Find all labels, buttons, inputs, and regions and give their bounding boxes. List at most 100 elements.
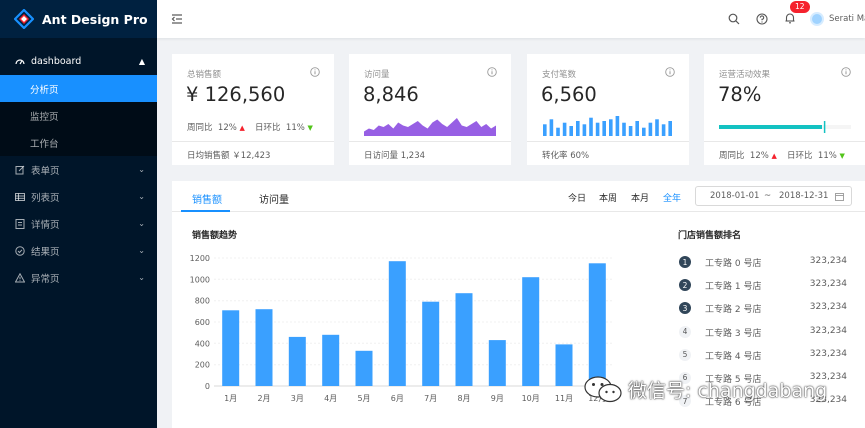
menu-monitor[interactable]: 监控页 xyxy=(0,102,157,129)
tab-sales[interactable]: 销售额 xyxy=(192,195,222,206)
y-tick-label: 800 xyxy=(195,297,210,306)
payments-bar xyxy=(628,126,633,136)
week-trend: 周同比 12% ▲ xyxy=(187,121,245,133)
tab-visits[interactable]: 访问量 xyxy=(259,195,289,206)
range-today[interactable]: 今日 xyxy=(568,194,587,204)
question-circle-icon[interactable] xyxy=(756,13,768,25)
notification-bell[interactable]: 12 xyxy=(784,0,810,27)
top-header: 12 Serati Ma xyxy=(157,0,865,38)
info-circle-icon[interactable] xyxy=(487,67,497,77)
ant-design-logo-icon xyxy=(14,9,34,29)
payments-bar xyxy=(556,127,560,136)
y-tick-label: 0 xyxy=(205,382,210,391)
logo[interactable]: Ant Design Pro xyxy=(0,0,157,38)
info-circle-icon[interactable] xyxy=(665,67,675,77)
card-value: 78% xyxy=(718,83,762,106)
range-month[interactable]: 本月 xyxy=(631,194,650,204)
payments-bar xyxy=(609,119,613,136)
progress-bar xyxy=(719,121,851,133)
sidebar: Ant Design Pro dashboard ▲ 分析页 监控页 工作台 表… xyxy=(0,0,157,428)
avatar[interactable] xyxy=(810,12,824,26)
card-value: ¥ 126,560 xyxy=(186,83,286,106)
bar[interactable] xyxy=(522,277,540,386)
menu-result-label: 结果页 xyxy=(31,246,60,258)
caret-up-icon: ▲ xyxy=(239,124,245,132)
caret-down-icon: ▼ xyxy=(839,152,845,160)
x-tick-label: 11月 xyxy=(555,394,573,403)
bar[interactable] xyxy=(488,340,506,386)
payments-bar-chart xyxy=(542,116,674,136)
caret-down-icon: ▼ xyxy=(307,124,313,132)
week-trend-value: 12% xyxy=(749,151,769,161)
range-year[interactable]: 全年 xyxy=(663,194,682,204)
menu-workplace[interactable]: 工作台 xyxy=(0,129,157,156)
payments-bar xyxy=(668,121,672,136)
dashboard-icon xyxy=(14,57,26,67)
menu-dashboard[interactable]: dashboard ▲ xyxy=(0,48,157,75)
menu-analysis[interactable]: 分析页 xyxy=(0,75,157,102)
tabs-bar: 销售额 访问量 今日 本周 本月 全年 2018-01-01 ~ 2018-12… xyxy=(172,181,865,212)
chevron-down-icon: ⌄ xyxy=(138,219,145,228)
x-tick-label: 9月 xyxy=(491,394,504,403)
x-tick-label: 10月 xyxy=(522,394,540,403)
date-range-picker[interactable]: 2018-01-01 ~ 2018-12-31 xyxy=(695,186,852,206)
progress-fill xyxy=(719,125,822,129)
menu-result[interactable]: 结果页 ⌄ xyxy=(0,237,157,264)
card-footer: 日访问量 1,234 xyxy=(349,141,511,161)
list-item: 6 工专路 5 号店 323,234 xyxy=(678,371,853,394)
menu-profile[interactable]: 详情页 ⌄ xyxy=(0,210,157,237)
payments-bar xyxy=(595,122,600,136)
day-trend-value: 11% xyxy=(285,123,305,133)
store-name: 工专路 3 号店 xyxy=(705,328,762,339)
menu-fold-icon[interactable] xyxy=(171,13,183,25)
x-tick-label: 5月 xyxy=(357,394,370,403)
table-icon xyxy=(14,192,26,202)
card-footer: 日均销售额 ￥12,423 xyxy=(172,141,334,161)
rank-number: 5 xyxy=(679,348,691,361)
payments-bar xyxy=(661,124,666,136)
day-trend: 日环比 11% ▼ xyxy=(787,149,845,161)
menu-list[interactable]: 列表页 ⌄ xyxy=(0,183,157,210)
menu-profile-label: 详情页 xyxy=(31,219,60,231)
wechat-watermark: 微信号: changdabang xyxy=(582,374,827,404)
bar[interactable] xyxy=(588,263,606,386)
list-item: 2 工专路 1 号店 323,234 xyxy=(678,278,853,301)
bar[interactable] xyxy=(288,336,306,386)
menu-exception[interactable]: 异常页 ⌄ xyxy=(0,264,157,291)
calendar-icon xyxy=(835,193,844,201)
search-icon[interactable] xyxy=(728,13,740,25)
card-payments: 支付笔数 6,560 转化率 60% xyxy=(527,54,689,165)
store-value: 323,234 xyxy=(809,256,847,266)
menu-form[interactable]: 表单页 ⌄ xyxy=(0,156,157,183)
rank-number: 2 xyxy=(679,279,691,292)
bar[interactable] xyxy=(355,350,373,386)
day-trend-label: 日环比 xyxy=(787,151,813,161)
info-circle-icon[interactable] xyxy=(841,67,851,77)
menu-workplace-label: 工作台 xyxy=(30,138,59,150)
menu-monitor-label: 监控页 xyxy=(30,111,59,123)
info-circle-icon[interactable] xyxy=(310,67,320,77)
payments-bar xyxy=(549,119,554,136)
card-visits: 访问量 8,846 日访问量 1,234 xyxy=(349,54,511,165)
range-week[interactable]: 本周 xyxy=(599,194,618,204)
ranking-title: 门店销售额排名 xyxy=(678,231,742,241)
caret-up-icon: ▲ xyxy=(771,152,777,160)
date-end: 2018-12-31 xyxy=(779,191,829,201)
bar[interactable] xyxy=(555,344,573,386)
bar[interactable] xyxy=(388,261,406,386)
bar[interactable] xyxy=(255,309,273,386)
bar[interactable] xyxy=(422,301,440,386)
day-trend-value: 11% xyxy=(817,151,837,161)
bar[interactable] xyxy=(322,334,340,386)
rank-number: 1 xyxy=(679,256,691,268)
bar[interactable] xyxy=(455,293,473,386)
payments-bar xyxy=(615,116,620,136)
store-value: 323,234 xyxy=(809,325,847,336)
tab-ink-bar xyxy=(181,210,230,212)
user-name[interactable]: Serati Ma xyxy=(829,14,865,24)
card-title: 总销售额 xyxy=(187,70,222,80)
chevron-down-icon: ⌄ xyxy=(138,165,145,174)
store-value: 323,234 xyxy=(809,371,847,382)
x-tick-label: 8月 xyxy=(457,394,470,403)
bar[interactable] xyxy=(222,310,240,386)
